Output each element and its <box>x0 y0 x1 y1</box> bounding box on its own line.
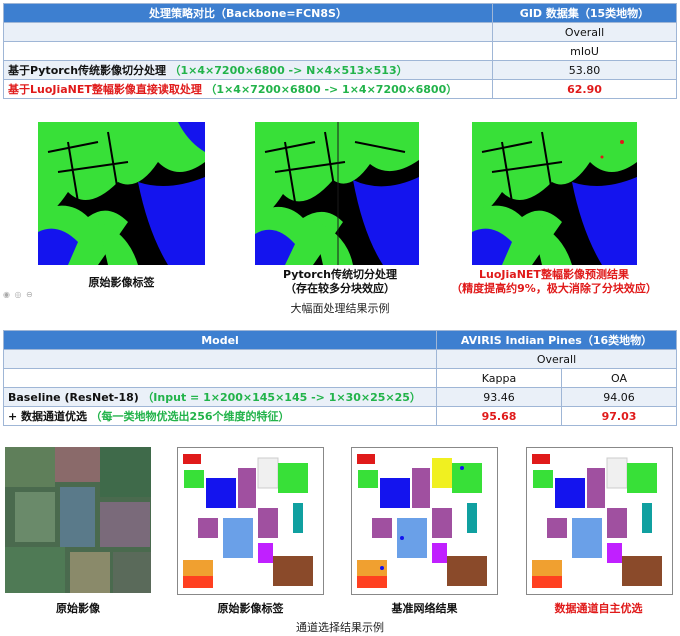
table1-row2-note: （1×4×7200×6800 -> 1×4×7200×6800） <box>205 83 458 96</box>
gid-comparison-table: 处理策略对比（Backbone=FCN8S） GID 数据集（15类地物） Ov… <box>3 3 677 99</box>
gallery1-title: 大幅面处理结果示例 <box>290 302 390 315</box>
table1-row2-method-cell: 基于LuoJiaNET整幅影像直接读取处理 （1×4×7200×6800 -> … <box>3 79 493 99</box>
gallery2-caption-label: 原始影像标签 <box>217 602 284 615</box>
table-row: + 数据通道优选 （每一类地物优选出256个维度的特征） 95.68 97.03 <box>3 406 677 426</box>
table2-row1-oa: 94.06 <box>561 387 677 407</box>
gid-label-map <box>38 122 205 265</box>
table2-row2-method-cell: + 数据通道优选 （每一类地物优选出256个维度的特征） <box>3 406 437 426</box>
indian-pines-label-map <box>177 447 324 595</box>
baseline-result-map <box>351 447 498 595</box>
table2-col-oa: OA <box>561 368 677 388</box>
gallery1-caption-luojianet-line2: （精度提高约9%，极大消除了分块效应） <box>451 282 657 295</box>
table1-overall-label: Overall <box>492 22 677 42</box>
table2-row1-method-cell: Baseline (ResNet-18) （Input = 1×200×145×… <box>3 387 437 407</box>
gallery1-caption-pytorch: Pytorch传统切分处理 （存在较多分块效应） <box>240 268 440 296</box>
table2-empty-cell <box>3 368 437 388</box>
table2-header-model: Model <box>3 330 437 350</box>
pager-dots-icon[interactable]: ◉ ◎ ⊖ <box>3 290 34 299</box>
gallery2-caption-raw: 原始影像 <box>56 602 100 615</box>
gallery1-caption-pytorch-line1: Pytorch传统切分处理 <box>282 268 398 281</box>
table2-row1-note: （Input = 1×200×145×145 -> 1×30×25×25） <box>142 391 421 404</box>
indian-pines-table: Model AVIRIS Indian Pines（16类地物） Overall… <box>3 330 677 426</box>
table-row: Baseline (ResNet-18) （Input = 1×200×145×… <box>3 387 677 407</box>
gallery1-caption-pytorch-line2: （存在较多分块效应） <box>285 282 395 295</box>
table1-header-strategy: 处理策略对比（Backbone=FCN8S） <box>3 3 493 23</box>
gallery2-title: 通道选择结果示例 <box>296 621 384 634</box>
table2-row2-kappa: 95.68 <box>436 406 562 426</box>
table-row: 基于Pytorch传统影像切分处理 （1×4×7200×6800 -> N×4×… <box>3 60 677 80</box>
table1-row1-note: （1×4×7200×6800 -> N×4×513×513） <box>169 64 408 77</box>
luojianet-prediction-map <box>472 122 637 265</box>
table1-row1-method-cell: 基于Pytorch传统影像切分处理 （1×4×7200×6800 -> N×4×… <box>3 60 493 80</box>
gallery2-caption-baseline: 基准网络结果 <box>391 602 458 615</box>
gallery2-caption-selection: 数据通道自主优选 <box>554 602 643 615</box>
table-row: 基于LuoJiaNET整幅影像直接读取处理 （1×4×7200×6800 -> … <box>3 79 677 99</box>
gallery1-caption-label: 原始影像标签 <box>88 276 155 289</box>
table2-row2-method: + 数据通道优选 <box>8 410 88 423</box>
table2-empty-cell <box>3 349 437 369</box>
table2-row1-method: Baseline (ResNet-18) <box>8 391 139 404</box>
pytorch-prediction-map <box>255 122 419 265</box>
gallery1-caption-luojianet: LuoJiaNET整幅影像预测结果 （精度提高约9%，极大消除了分块效应） <box>430 268 678 296</box>
channel-selection-result-map <box>526 447 673 595</box>
table1-empty-cell <box>3 22 493 42</box>
table1-metric-label: mIoU <box>492 41 677 61</box>
table1-header-dataset: GID 数据集（15类地物） <box>492 3 677 23</box>
table1-row2-method: 基于LuoJiaNET整幅影像直接读取处理 <box>8 83 202 96</box>
table1-row2-value: 62.90 <box>492 79 677 99</box>
table1-empty-cell <box>3 41 493 61</box>
table1-row1-method: 基于Pytorch传统影像切分处理 <box>8 64 167 77</box>
table2-col-kappa: Kappa <box>436 368 562 388</box>
table1-row1-value: 53.80 <box>492 60 677 80</box>
table2-row2-note: （每一类地物优选出256个维度的特征） <box>90 410 290 423</box>
gallery1-caption-luojianet-line1: LuoJiaNET整幅影像预测结果 <box>479 268 629 281</box>
table2-row2-oa: 97.03 <box>561 406 677 426</box>
table2-header-dataset: AVIRIS Indian Pines（16类地物） <box>436 330 677 350</box>
table2-row1-kappa: 93.46 <box>436 387 562 407</box>
table2-overall-label: Overall <box>436 349 677 369</box>
indian-pines-raw-image <box>5 447 151 593</box>
